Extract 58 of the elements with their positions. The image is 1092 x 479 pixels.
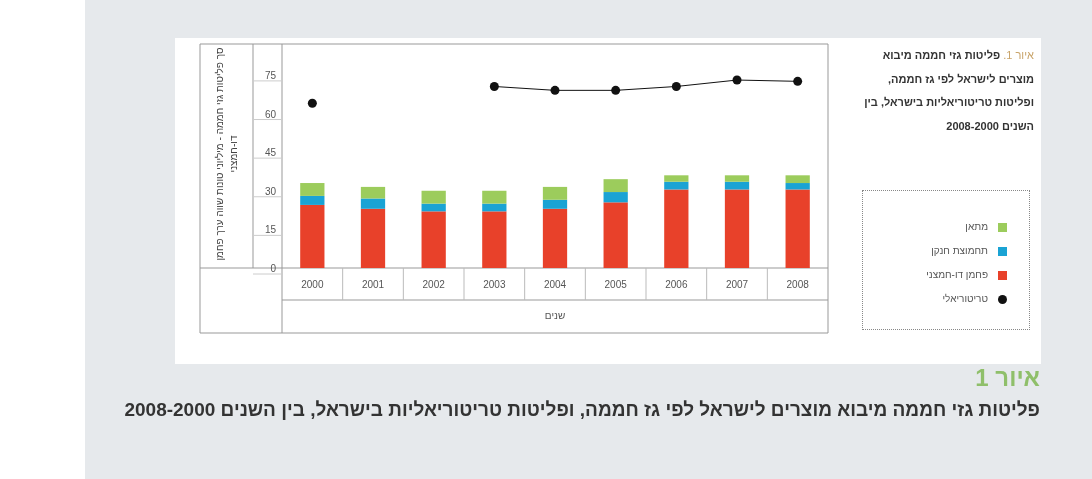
x-tick-label: 2007 <box>725 279 749 290</box>
bar <box>482 190 507 204</box>
x-tick-label: 2008 <box>786 279 810 290</box>
text: איור 1 <box>975 364 1040 392</box>
point <box>611 85 621 95</box>
y-tick-label: 30 <box>264 185 277 197</box>
bar <box>785 189 810 268</box>
x-tick-label: 2005 <box>604 279 628 290</box>
bar <box>360 186 386 199</box>
bar <box>360 208 386 268</box>
legend-label: פחמן דו-חמצני <box>925 269 989 282</box>
bar <box>542 199 568 209</box>
bar <box>724 175 750 182</box>
bar <box>724 189 750 268</box>
bar <box>603 202 628 268</box>
bar <box>421 203 446 212</box>
bar <box>300 204 325 268</box>
bar <box>664 175 689 182</box>
point <box>489 81 499 91</box>
bar <box>482 211 507 268</box>
bar <box>542 186 568 200</box>
y-tick-label: 0 <box>270 263 277 274</box>
x-tick-label: 2003 <box>483 279 506 290</box>
bar <box>603 192 628 203</box>
bar <box>421 190 446 204</box>
x-tick-label: 2004 <box>543 279 567 290</box>
y-tick-label: 45 <box>264 147 277 159</box>
bar <box>664 181 689 190</box>
bar <box>360 198 386 209</box>
bar <box>300 195 325 205</box>
y-tick-label: 60 <box>264 108 277 120</box>
legend-label: מתאן <box>964 221 989 234</box>
y-axis-title: סך פליטות גזי חממה - מיליוני טונות שווה ערך פחמן דו-חמצני <box>212 46 240 263</box>
bar <box>542 208 568 268</box>
legend-label: תחמוצת חנקן <box>930 245 989 258</box>
bar <box>785 183 810 190</box>
x-axis-title: שנים <box>543 310 567 321</box>
bar <box>785 175 810 184</box>
y-tick-label: 15 <box>264 224 277 236</box>
bar <box>724 181 750 190</box>
legend-label: טריטוריאלי <box>941 293 989 306</box>
bar <box>300 183 325 196</box>
point <box>307 98 317 108</box>
point <box>550 85 560 95</box>
bar <box>421 211 446 268</box>
x-tick-label: 2000 <box>301 279 324 290</box>
bar <box>482 203 507 212</box>
point <box>732 75 742 85</box>
x-tick-label: 2006 <box>665 279 688 290</box>
x-tick-label: 2002 <box>422 279 446 290</box>
text: פליטות גזי חממה מיבוא מוצרים לישראל לפי גז חממה, ופליטות טריטוריאליות בישראל, בין השנים 2008-2000 <box>123 398 1040 421</box>
y-tick-label: 75 <box>264 69 277 81</box>
x-tick-label: 2001 <box>361 279 385 290</box>
bar <box>603 179 628 193</box>
point <box>793 76 803 86</box>
text: איור 1. פליטות גזי חממה מיבוא מוצרים לישראל לפי גז חממה, ופליטות טריטוריאליות בישראל, בין השנים 2008-2000 <box>863 48 1034 134</box>
bar <box>664 189 689 268</box>
point <box>671 81 681 91</box>
